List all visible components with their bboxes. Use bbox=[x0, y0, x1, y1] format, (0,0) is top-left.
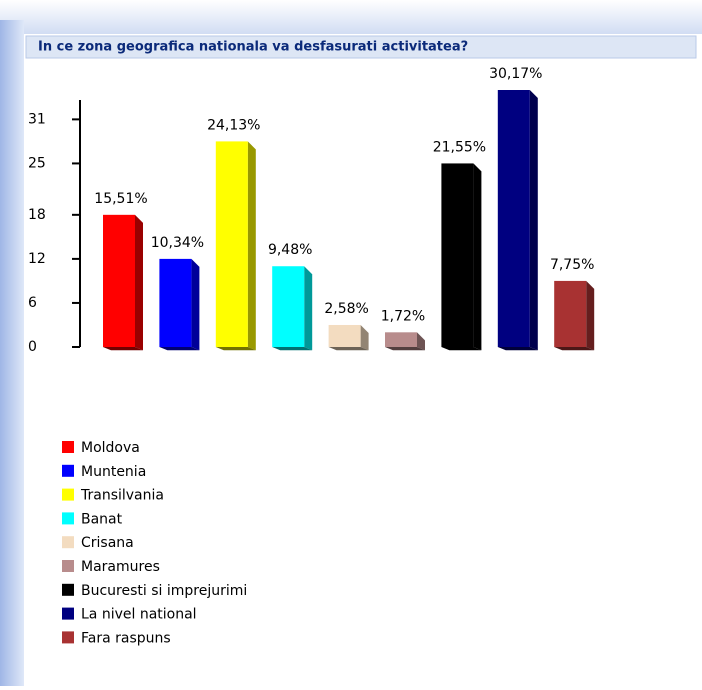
bar-base bbox=[328, 347, 369, 351]
bar-base bbox=[554, 347, 595, 351]
legend-swatch bbox=[62, 607, 74, 620]
bar-base bbox=[385, 347, 425, 351]
legend-swatch bbox=[62, 536, 74, 549]
y-tick-label: 18 bbox=[28, 207, 46, 223]
bar bbox=[103, 214, 135, 347]
y-tick-label: 0 bbox=[28, 339, 37, 355]
legend-label: Maramures bbox=[81, 559, 160, 575]
y-tick-label: 31 bbox=[28, 111, 46, 127]
bar-side bbox=[191, 258, 200, 351]
bar bbox=[328, 324, 361, 347]
data-label: 2,58% bbox=[324, 301, 368, 317]
bar-side bbox=[473, 163, 482, 351]
data-label: 9,48% bbox=[268, 242, 312, 258]
data-label: 7,75% bbox=[550, 257, 594, 273]
data-label: 24,13% bbox=[207, 117, 260, 133]
bar-base bbox=[272, 347, 313, 351]
data-label: 30,17% bbox=[489, 66, 542, 82]
legend-label: Crisana bbox=[81, 535, 134, 551]
panel bbox=[24, 34, 702, 686]
bar bbox=[159, 258, 192, 347]
bar-side bbox=[304, 266, 313, 351]
legend-swatch bbox=[62, 631, 74, 644]
bar-side bbox=[529, 90, 538, 351]
data-label: 15,51% bbox=[94, 191, 147, 207]
bar-base bbox=[215, 347, 256, 351]
bar-side bbox=[135, 214, 143, 351]
chart-title: In ce zona geografica nationala va desfa… bbox=[38, 40, 468, 55]
legend-label: Moldova bbox=[81, 440, 140, 456]
bar-side bbox=[247, 141, 256, 351]
bar bbox=[441, 163, 474, 347]
bar bbox=[215, 141, 248, 347]
bar-base bbox=[103, 347, 143, 351]
legend-label: Muntenia bbox=[81, 464, 146, 480]
bar bbox=[272, 266, 305, 347]
frame-left bbox=[0, 20, 24, 686]
data-label: 21,55% bbox=[433, 139, 486, 155]
legend-swatch bbox=[62, 441, 74, 453]
bar-base bbox=[441, 347, 482, 351]
data-label: 1,72% bbox=[381, 308, 425, 324]
bar-side bbox=[417, 332, 425, 351]
data-label: 10,34% bbox=[151, 235, 204, 251]
legend-label: Bucuresti si imprejurimi bbox=[81, 583, 247, 599]
legend-label: Transilvania bbox=[80, 488, 164, 504]
legend-label: Fara raspuns bbox=[81, 630, 171, 646]
y-tick-label: 12 bbox=[28, 251, 46, 267]
bar-side bbox=[360, 324, 369, 351]
y-tick-label: 25 bbox=[28, 155, 46, 171]
bar-base bbox=[497, 347, 538, 351]
bar bbox=[497, 90, 530, 347]
bar-base bbox=[159, 347, 200, 351]
legend-swatch bbox=[62, 512, 74, 525]
title-bar bbox=[25, 35, 697, 59]
bar bbox=[554, 280, 587, 347]
bar bbox=[385, 332, 417, 347]
frame-top bbox=[0, 0, 702, 40]
legend-swatch bbox=[62, 464, 74, 477]
legend-label: La nivel national bbox=[81, 607, 197, 623]
legend-swatch bbox=[62, 583, 74, 596]
bar-side bbox=[586, 280, 595, 351]
legend-label: Banat bbox=[81, 511, 123, 527]
legend-swatch bbox=[62, 560, 74, 572]
y-tick-label: 6 bbox=[28, 295, 37, 311]
legend-swatch bbox=[62, 488, 74, 501]
